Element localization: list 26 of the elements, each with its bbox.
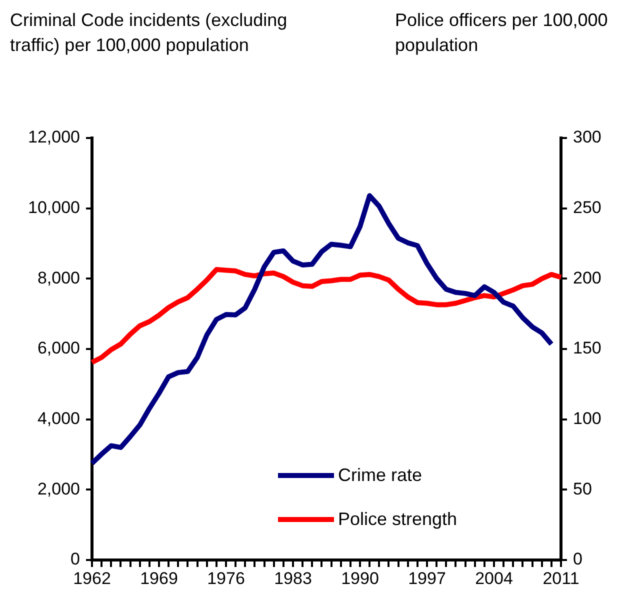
y2-tick-label: 300 <box>573 128 602 147</box>
x-tick-label: 1969 <box>140 568 178 588</box>
x-tick-label: 1997 <box>408 568 446 588</box>
y2-tick-label: 100 <box>573 409 602 428</box>
x-tick-label: 2004 <box>475 568 513 588</box>
y-tick-label: 6,000 <box>37 338 80 358</box>
y-tick-label: 12,000 <box>28 128 80 147</box>
y2-tick-label: 50 <box>573 479 592 498</box>
y2-tick-label: 0 <box>573 550 582 569</box>
y-tick-label: 4,000 <box>37 409 80 428</box>
x-tick-label: 2011 <box>542 568 580 588</box>
y-tick-label: 8,000 <box>37 268 80 288</box>
legend-label: Police strength <box>338 508 458 530</box>
x-tick-label: 1990 <box>341 568 379 588</box>
y-tick-label: 10,000 <box>28 198 80 218</box>
y-tick-label: 2,000 <box>37 479 80 498</box>
y2-tick-label: 150 <box>573 338 602 358</box>
y2-tick-label: 200 <box>573 268 602 288</box>
y2-tick-label: 250 <box>573 198 602 218</box>
legend-label: Crime rate <box>338 464 422 486</box>
y-tick-label: 0 <box>70 550 80 569</box>
x-tick-label: 1983 <box>274 568 312 588</box>
x-tick-label: 1976 <box>207 568 245 588</box>
y-axis-title: Criminal Code incidents (excluding traffic) per 100,000 population <box>10 9 288 57</box>
x-tick-label: 1962 <box>73 568 111 588</box>
y2-axis-title: Police officers per 100,000 population <box>395 9 609 57</box>
